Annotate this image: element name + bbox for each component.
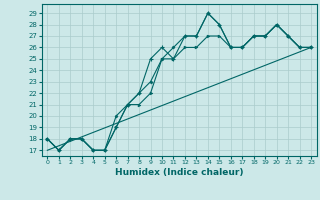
X-axis label: Humidex (Indice chaleur): Humidex (Indice chaleur) — [115, 168, 244, 177]
